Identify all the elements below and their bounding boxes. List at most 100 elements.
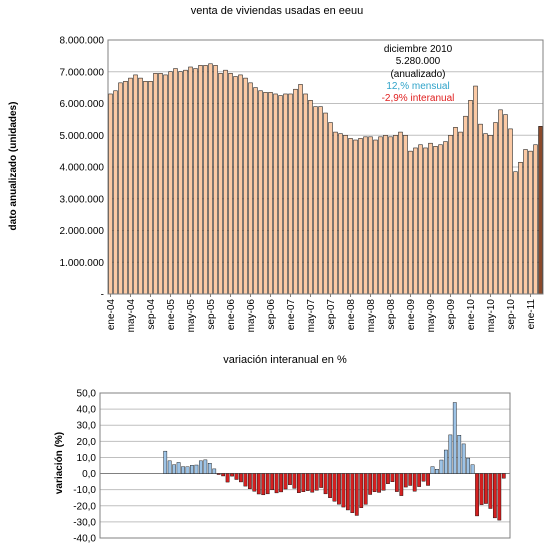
chart2-bar (354, 473, 359, 516)
chart2-bar (203, 459, 208, 474)
chart1-x-tick-label: ene-06 (226, 299, 237, 331)
chart2-bar (323, 473, 328, 495)
chart1-title: venta de viviendas usadas en eeuu (191, 5, 363, 17)
chart2-bar (452, 402, 457, 474)
chart1-bar (218, 73, 223, 295)
chart1-x-tick-label: may-10 (486, 299, 497, 333)
chart2-bar (270, 473, 275, 491)
annotation-line2: 5.280.000 (396, 56, 441, 67)
chart1-bar (233, 76, 238, 295)
chart2-bar (497, 473, 502, 521)
chart2-bar (466, 457, 471, 474)
chart2-y-ticks: -40,0 -30,0 -20,0 -10,0 0,0 10,0 20,0 30,0 40,0 5… (73, 389, 96, 545)
chart2-bar (305, 473, 310, 491)
chart2-bar (216, 473, 221, 475)
chart2-bar (172, 464, 177, 474)
chart2-bar (239, 473, 243, 483)
chart1-annotation: diciembre 2010 5.280.000 (anualizado) 12… (382, 44, 455, 104)
chart2-bar (234, 473, 239, 480)
chart2-bar (470, 464, 475, 474)
chart2-bar (372, 473, 377, 492)
chart1-x-tick-label: sep-09 (446, 299, 457, 330)
chart1-ylabel: dato anualizado (unidades) (8, 102, 19, 231)
chart1-y-tick-label: 7.000.000 (60, 67, 105, 78)
chart2-bar (363, 473, 368, 505)
chart2-ylabel: variación (%) (54, 432, 65, 494)
chart2-y-tick-label: 30,0 (77, 421, 97, 432)
chart1-bar (388, 136, 393, 295)
chart1-bar (178, 71, 183, 295)
chart1-bar (133, 74, 138, 295)
chart1-bar (348, 138, 353, 295)
chart1-bar (433, 146, 438, 295)
chart1-bar (358, 138, 363, 295)
chart1-x-tick-label: sep-08 (386, 299, 397, 330)
chart1-bar (248, 82, 253, 295)
chart2-bar (332, 473, 337, 502)
chart1-bar (238, 74, 243, 295)
chart1-bar (373, 139, 378, 295)
chart1-bar (108, 93, 113, 295)
chart1-y-tick-label: 8.000.000 (60, 36, 105, 47)
chart2-bar (461, 443, 466, 474)
chart1-bar (363, 136, 368, 295)
chart2-bar (176, 462, 181, 474)
chart1-bar (123, 81, 128, 295)
chart1-bar (153, 73, 158, 295)
chart1-bar (523, 149, 528, 295)
chart1-bar (143, 81, 148, 295)
chart2-bar (399, 473, 404, 496)
chart2-bar (256, 473, 261, 495)
chart1-bar (308, 100, 313, 295)
chart2-bar (368, 473, 373, 495)
chart1-bar (203, 65, 208, 295)
chart2-bar (319, 473, 324, 488)
chart1-x-tick-label: may-05 (186, 299, 197, 333)
chart1-bar (293, 88, 298, 295)
chart2-y-tick-label: 10,0 (77, 453, 97, 464)
chart2-y-tick-label: 50,0 (77, 389, 97, 400)
chart2-bar (381, 473, 386, 491)
chart1-y-tick-label: 4.000.000 (60, 163, 105, 174)
chart2-bar (479, 473, 484, 505)
annotation-line3: (anualizado) (390, 69, 445, 80)
chart2-bar (265, 473, 270, 495)
chart1-x-tick-label: may-08 (366, 299, 377, 333)
chart1-bar (313, 106, 318, 295)
chart1-bar (393, 135, 398, 295)
chart1-x-tick-label: ene-10 (466, 299, 477, 331)
chart1-x-tick-label: sep-10 (506, 299, 517, 330)
chart1-bar (278, 95, 283, 295)
annotation-line5: -2,9% interanual (382, 93, 455, 104)
chart1-y-tick-label: 1.000.000 (60, 258, 105, 269)
chart1-bar (273, 93, 278, 295)
chart2-bar (484, 473, 488, 504)
chart1-bar (443, 141, 448, 295)
chart2-bar (448, 434, 453, 474)
chart1-bar (513, 171, 518, 295)
chart1-bar (488, 135, 493, 295)
chart2-bar (194, 464, 199, 474)
chart2-bar (421, 473, 426, 482)
chart1-bar (493, 122, 498, 295)
chart2-bar (475, 473, 479, 517)
chart2-bar (261, 473, 266, 496)
chart2-bar (252, 473, 257, 492)
chart1-bars (108, 63, 543, 295)
chart1-x-tick-label: ene-07 (286, 299, 297, 331)
chart2-bars (163, 402, 506, 521)
chart1-bar (383, 135, 388, 295)
chart1-bar (483, 133, 488, 295)
chart2-bar (225, 473, 230, 483)
chart2-bar (167, 460, 172, 474)
chart2-bar (283, 473, 288, 490)
chart2-bar (492, 473, 497, 519)
chart2-y-tick-label: -40,0 (73, 534, 96, 545)
chart1-bar (163, 74, 168, 295)
chart1-x-tick-label: sep-07 (326, 299, 337, 330)
chart1-bar (208, 63, 213, 295)
chart2-bar (501, 473, 506, 479)
chart1-x-tick-label: may-06 (246, 299, 257, 333)
